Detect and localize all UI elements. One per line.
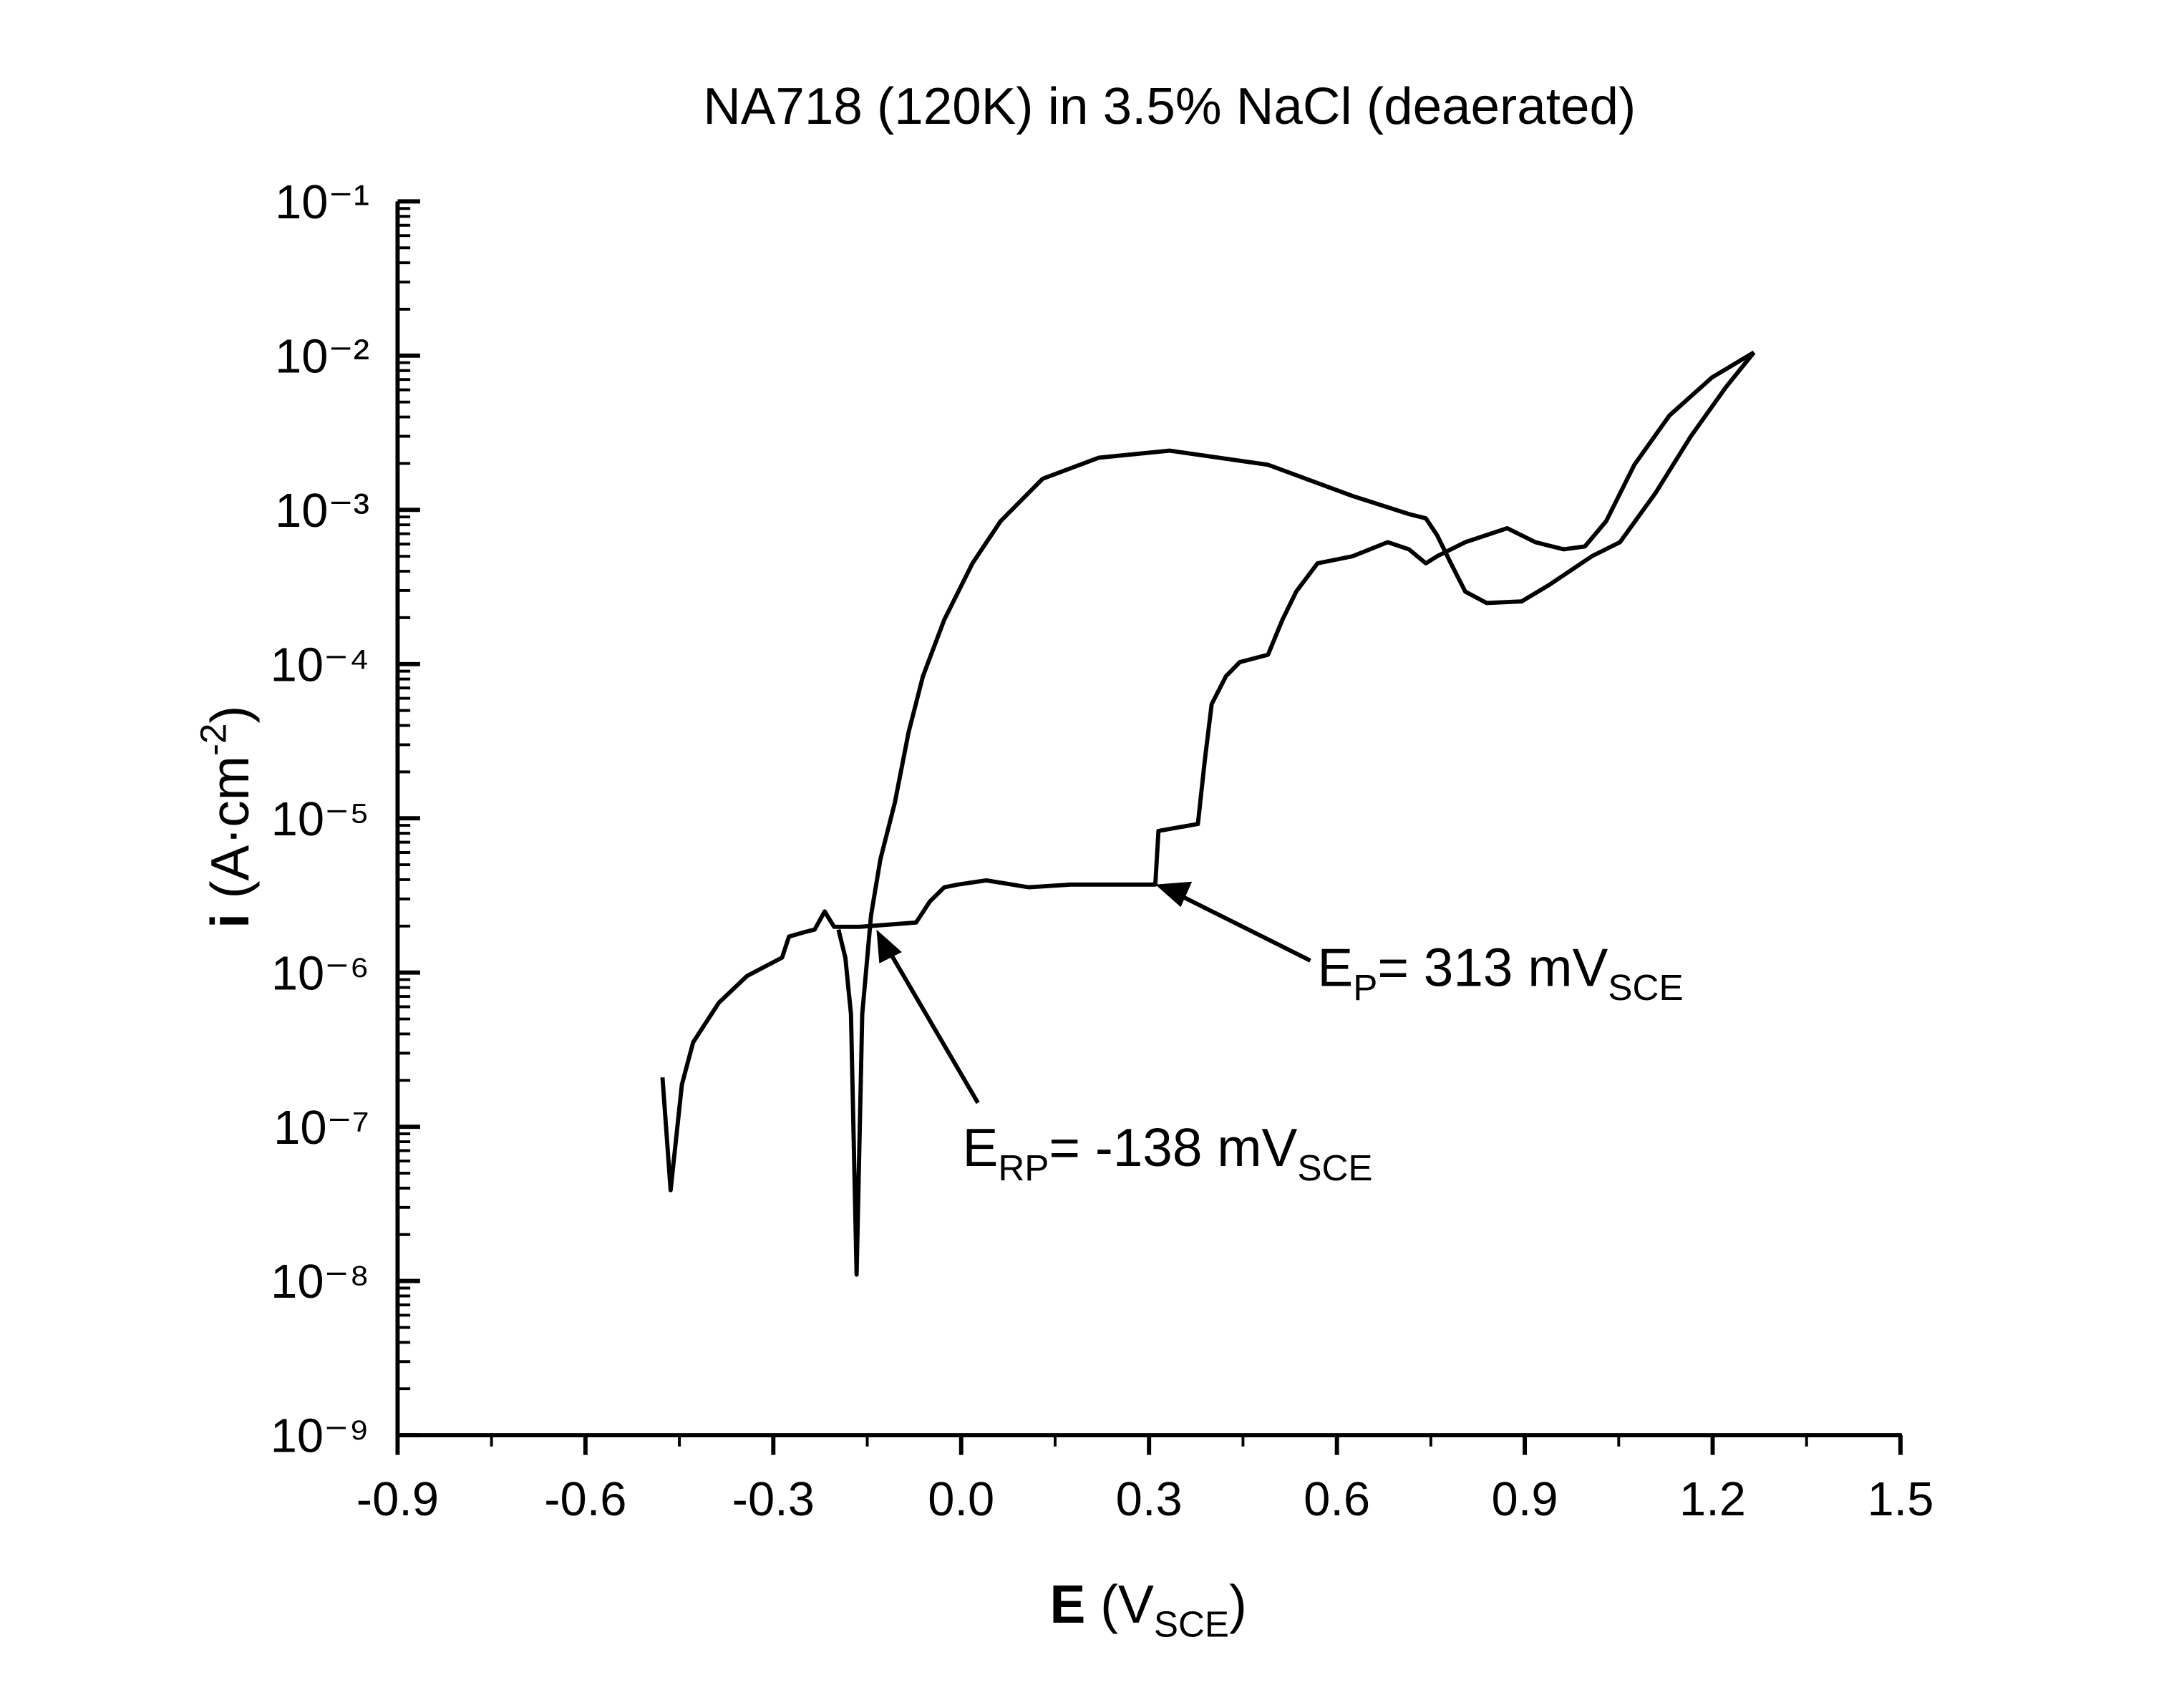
x-axis-title-part: (V (1085, 1574, 1154, 1634)
annotation-part: E (1317, 937, 1353, 997)
annotation-part: = -138 mV (1049, 1117, 1297, 1177)
annotation-part: SCE (1608, 967, 1683, 1008)
annotation-ep: EP= 313 mVSCE (1155, 881, 1684, 1008)
annotation-part: RP (998, 1147, 1049, 1188)
data-line (836, 351, 1756, 1277)
annotation-erp: ERP= -138 mVSCE (876, 929, 1373, 1188)
x-axis-title-part: E (1049, 1574, 1085, 1634)
x-tick-label: -0.3 (732, 1472, 815, 1526)
x-axis-title-part: SCE (1154, 1603, 1229, 1644)
y-axis-title-part: ) (200, 706, 260, 724)
y-axis-title: i (A·cm-2) (193, 706, 259, 928)
annotation-arrow (1180, 893, 1311, 963)
x-tick-label: 1.2 (1679, 1472, 1746, 1526)
y-tick-label: 10⁻⁵ (271, 792, 369, 846)
x-tick-label: 0.6 (1304, 1472, 1370, 1526)
y-tick-label: 10⁻¹ (275, 175, 369, 229)
x-tick-label: 0.0 (928, 1472, 994, 1526)
y-axis-title-part: (A·cm (200, 756, 260, 913)
y-tick-label: 10⁻² (275, 329, 369, 383)
annotation-arrowhead (1155, 881, 1193, 908)
y-tick-label: 10⁻⁹ (271, 1409, 369, 1463)
x-tick-label: 1.5 (1867, 1472, 1933, 1526)
x-axis-title-part: ) (1229, 1574, 1247, 1634)
x-tick-label: 0.3 (1116, 1472, 1183, 1526)
x-tick-label: 0.9 (1492, 1472, 1558, 1526)
annotation-arrow (888, 952, 980, 1104)
y-tick-label: 10⁻³ (275, 484, 369, 538)
x-axis-title: E (VSCE) (1049, 1574, 1246, 1645)
y-axis-title-part: i (200, 913, 260, 928)
annotation-text: EP= 313 mVSCE (1317, 937, 1683, 1008)
y-tick-label: 10⁻⁶ (271, 946, 369, 1000)
chart-title: NA718 (120K) in 3.5% NaCl (deaerated) (703, 77, 1636, 135)
annotation-part: SCE (1297, 1147, 1372, 1188)
annotation-part: P (1353, 967, 1377, 1008)
annotation-text: ERP= -138 mVSCE (962, 1117, 1372, 1188)
y-tick-label: 10⁻⁷ (273, 1101, 369, 1155)
y-axis-title-part: -2 (193, 724, 233, 756)
annotation-part: E (962, 1117, 998, 1177)
annotation-part: = 313 mV (1377, 937, 1608, 997)
data-line (660, 350, 1755, 1193)
y-tick-label: 10⁻⁴ (271, 638, 369, 691)
annotation-arrowhead (876, 929, 902, 963)
x-tick-label: -0.6 (544, 1472, 626, 1526)
x-tick-label: -0.9 (356, 1472, 439, 1526)
y-tick-label: 10⁻⁸ (271, 1255, 369, 1308)
